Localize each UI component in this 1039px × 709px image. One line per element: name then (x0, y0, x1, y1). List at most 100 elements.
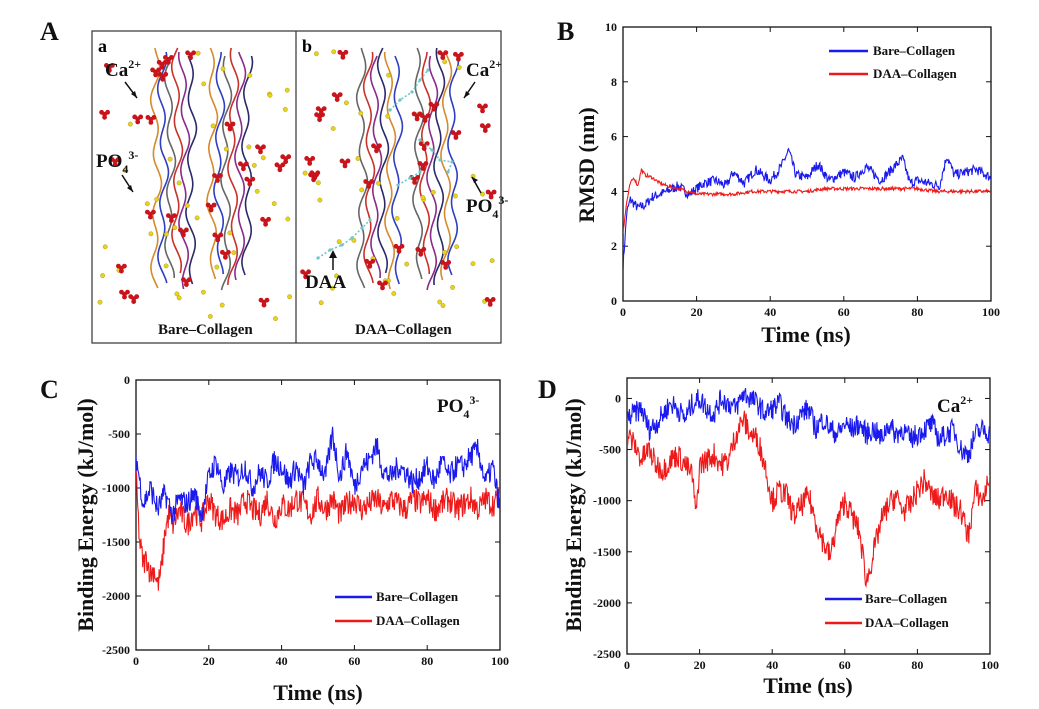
ca-ion (355, 156, 361, 161)
po4-label-sup: 3- (498, 193, 508, 207)
po4-label-sub: 4 (122, 162, 128, 176)
po4-ion (377, 280, 388, 291)
po4-ion (150, 67, 162, 78)
y-tick-label: 0 (611, 294, 617, 308)
po4-atom (105, 109, 110, 115)
po4-atom (205, 202, 211, 208)
po4-atom (428, 101, 434, 107)
po4-atom (370, 258, 376, 264)
panel-d: D 0 20 40 60 80 1000-500-1000-1500-2000-2500 … (538, 375, 999, 698)
po4-ion (156, 59, 168, 70)
ca-ion (201, 81, 207, 87)
ca-ion (480, 191, 485, 197)
ca-ion (246, 144, 252, 150)
x-tick-label: 100 (982, 305, 1000, 319)
x-tick-label: 80 (421, 654, 433, 668)
ca-ion-label-a: Ca2+ (105, 57, 141, 81)
po4-atom (483, 103, 488, 109)
x-tick-label: 40 (764, 305, 776, 319)
ca-ion (163, 231, 169, 237)
po4-atom (383, 280, 388, 286)
rmsd-chart: 0 20 40 60 80 100 0 2 4 6 8 10 (605, 20, 1000, 319)
po4-ion (418, 141, 430, 152)
po4-ion (393, 243, 405, 254)
po4-ion (485, 189, 497, 200)
po4-ion (437, 50, 449, 60)
ca-ion (251, 162, 257, 168)
po4-ion (309, 170, 321, 181)
po4-ion (300, 269, 311, 280)
collagen-strand (163, 55, 177, 278)
caption-daa-collagen: DAA–Collagen (355, 322, 452, 338)
ca-ion (207, 313, 213, 319)
plot-frame (622, 26, 992, 302)
series-line-daa-collagen (627, 410, 990, 589)
ca-ion (343, 100, 349, 106)
y-tick-label: -1500 (102, 535, 130, 549)
ca-ion (163, 263, 169, 269)
x-tick-label: 0 (624, 658, 630, 672)
y-tick-label: -1000 (102, 481, 130, 495)
po4-atom (134, 294, 140, 299)
po4-ion (244, 176, 256, 187)
po4-atom (418, 251, 424, 257)
ca-ion (315, 180, 321, 186)
po4-binding-energy-chart: 0 20 40 60 80 100 0 -500 -1000 -1500 -2000 -2500 (102, 373, 509, 668)
po4-atom (109, 157, 115, 162)
po4-atom (334, 97, 340, 102)
po4-atom (418, 141, 424, 147)
ca-ion (318, 300, 324, 306)
legend-label-bare-d: Bare–Collagen (865, 591, 948, 606)
po4-ion (116, 263, 127, 274)
ca-ion (227, 230, 233, 236)
po4-atom (443, 265, 449, 270)
po4-atom (241, 166, 246, 172)
po4-atom (425, 113, 431, 118)
po4-ion (453, 51, 464, 62)
ca-ion (194, 215, 200, 221)
po4-ion (255, 144, 266, 155)
ca-label-sup: 2+ (128, 57, 141, 71)
ca-ion (97, 299, 103, 305)
po4-atom (163, 71, 169, 77)
y-tick-label: -500 (599, 443, 621, 457)
ca-ion (334, 273, 339, 279)
ca-ion (282, 107, 288, 112)
po4-atom (110, 63, 115, 68)
series-line-bare-collagen (136, 426, 500, 525)
y-tick-label: -1000 (593, 494, 621, 508)
po4-ion-label-a: PO43- (96, 148, 138, 176)
po4-atom (431, 106, 437, 112)
x-tick-label: 0 (620, 305, 626, 319)
po4-atom (484, 297, 490, 302)
collagen-strand (170, 47, 184, 274)
ca-ion (450, 284, 455, 290)
po4-atom (145, 209, 150, 215)
y-tick-label: 4 (611, 184, 617, 198)
po4-atom (280, 162, 286, 168)
ca-ion (195, 50, 201, 56)
y-tick-label: 2 (611, 239, 617, 253)
collagen-strand (156, 51, 170, 284)
ca-ion (470, 261, 476, 267)
ca-ion (184, 203, 190, 209)
po4-atom (422, 118, 428, 123)
po4-atom (169, 218, 174, 224)
po4-atom (456, 56, 461, 62)
po4-atom (102, 114, 107, 120)
po4-atom (443, 50, 449, 55)
po4-atom (280, 154, 286, 160)
po4-atom (255, 144, 260, 150)
po4-atom (244, 161, 249, 167)
po4-atom (440, 260, 446, 265)
po4-ion (371, 143, 382, 154)
po4-atom (314, 112, 319, 118)
ca-ion (102, 244, 108, 250)
po4-ion (417, 161, 429, 171)
po4-ion (224, 121, 236, 132)
po4-ion (315, 106, 327, 116)
po4-atom (343, 49, 349, 55)
po4-ion (479, 123, 491, 134)
ca-label-text: Ca (105, 60, 129, 81)
ca-ion (127, 121, 133, 127)
